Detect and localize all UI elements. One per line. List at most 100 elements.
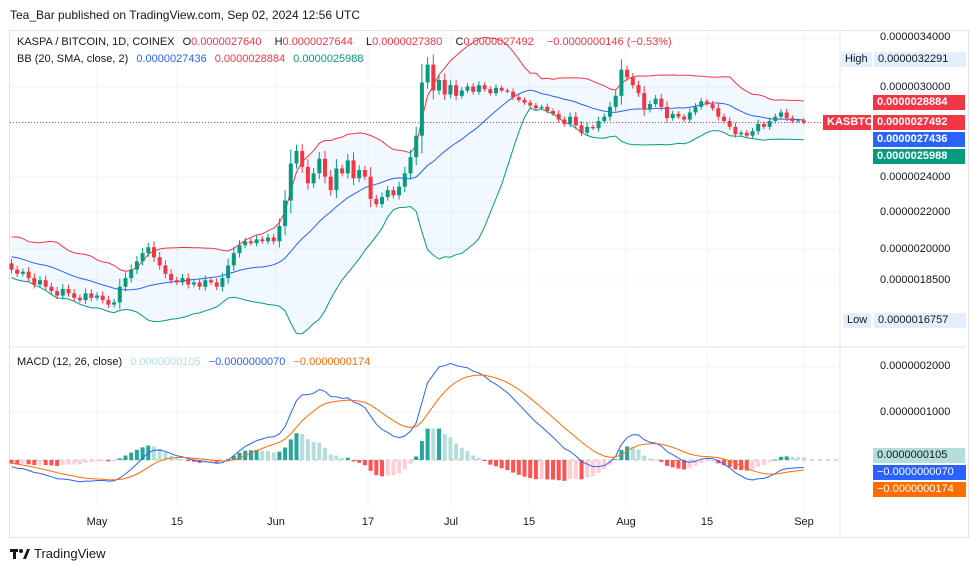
candle-body xyxy=(533,105,538,109)
candle-body xyxy=(209,280,213,283)
macd-histogram-bar xyxy=(305,439,310,460)
macd-title[interactable]: MACD (12, 26, close) xyxy=(17,356,123,368)
candle-body xyxy=(345,160,350,174)
macd-histogram-bar xyxy=(670,460,675,468)
macd-histogram-bar xyxy=(129,452,134,460)
macd-histogram-bar xyxy=(710,460,715,462)
macd-tick: 0.0000002000 xyxy=(880,360,951,372)
candle-body xyxy=(402,173,407,187)
bb-legend: BB (20, SMA, close, 2) 0.0000027436 0.00… xyxy=(17,53,369,65)
candle-body xyxy=(397,186,402,196)
macd-histogram-bar xyxy=(545,460,550,480)
candle-body xyxy=(687,112,692,120)
candle-body xyxy=(60,288,65,296)
macd-histogram-bar xyxy=(539,460,544,480)
candle-body xyxy=(437,79,441,91)
bb-title[interactable]: BB (20, SMA, close, 2) xyxy=(17,53,129,65)
candle-body xyxy=(254,239,259,244)
bb-basis-line xyxy=(11,89,804,291)
candle-body xyxy=(756,123,761,132)
macd-histogram-bar xyxy=(300,434,305,460)
candle-body xyxy=(362,170,367,177)
close-label: C xyxy=(455,36,464,48)
tradingview-logo-icon xyxy=(10,548,30,559)
candle-body xyxy=(146,247,151,254)
candle-body xyxy=(733,126,738,135)
candle-body xyxy=(448,85,453,95)
macd-histogram-bar xyxy=(454,443,459,460)
macd-histogram-bar xyxy=(505,460,510,471)
macd-histogram-bar xyxy=(499,460,504,469)
candle-body xyxy=(334,168,339,191)
macd-histogram-bar xyxy=(362,460,367,466)
macd-histogram-bar xyxy=(32,460,37,466)
macd-histogram-bar xyxy=(174,458,179,460)
macd-histogram-bar xyxy=(83,460,88,463)
candle-body xyxy=(556,113,561,120)
candle-body xyxy=(340,168,345,174)
macd-histogram-bar xyxy=(9,460,14,464)
candle-body xyxy=(260,239,265,242)
candle-body xyxy=(608,106,612,117)
candle-body xyxy=(191,282,196,285)
candle-body xyxy=(134,261,139,270)
candle-body xyxy=(625,69,630,78)
macd-histogram-bar xyxy=(117,458,122,460)
candle-body xyxy=(499,87,504,91)
macd-histogram-bar xyxy=(163,452,168,460)
symbol-title[interactable]: KASPA / BITCOIN, 1D, COINEX xyxy=(17,36,175,48)
candle-body xyxy=(368,176,373,199)
candle-body xyxy=(55,291,60,296)
time-tick: 15 xyxy=(170,516,184,528)
candle-body xyxy=(95,295,99,298)
macd-hist-tag: 0.0000000105 xyxy=(873,448,965,463)
change-value: −0.0000000146 (−0.53%) xyxy=(546,36,672,48)
candle-body xyxy=(197,282,202,287)
candle-body xyxy=(305,166,310,184)
macd-histogram-bar xyxy=(408,460,413,464)
candle-body xyxy=(288,163,293,201)
price-tick: 0.0000034000 xyxy=(880,31,951,43)
macd-histogram-bar xyxy=(636,449,641,460)
macd-histogram-bar xyxy=(442,433,447,460)
macd-histogram-bar xyxy=(465,451,470,460)
macd-histogram-bar xyxy=(522,460,527,477)
candle-body xyxy=(642,93,647,110)
macd-tick: 0.0000001000 xyxy=(880,406,951,418)
macd-histogram-bar xyxy=(756,460,761,467)
last-price-tag: 0.0000027492 xyxy=(873,115,965,130)
candle-body xyxy=(693,106,698,113)
macd-histogram-bar xyxy=(123,455,128,460)
macd-histogram-bar xyxy=(790,456,795,460)
macd-histogram-bar xyxy=(665,460,669,466)
candle-body xyxy=(186,278,191,285)
candle-body xyxy=(100,295,105,301)
macd-histogram-bar xyxy=(254,449,259,460)
macd-histogram-bar xyxy=(277,451,282,460)
candle-body xyxy=(357,170,362,179)
macd-histogram-bar xyxy=(26,460,31,465)
macd-histogram-bar xyxy=(323,447,327,460)
open-label: O xyxy=(182,36,192,48)
candle-body xyxy=(180,278,185,283)
candle-body xyxy=(659,98,664,107)
candle-body xyxy=(801,120,806,123)
macd-histogram-bar xyxy=(722,460,726,466)
candle-body xyxy=(231,253,236,266)
candle-body xyxy=(43,280,48,287)
macd-histogram-bar xyxy=(739,460,744,471)
macd-histogram-bar xyxy=(15,460,20,465)
time-tick: May xyxy=(86,516,108,528)
candle-body xyxy=(140,253,145,262)
candle-body xyxy=(767,121,772,127)
chart-frame[interactable] xyxy=(9,30,969,538)
candle-body xyxy=(516,97,521,100)
candle-body xyxy=(294,150,299,164)
macd-histogram-bar xyxy=(385,460,390,476)
candle-body xyxy=(129,269,134,279)
macd-histogram-bar xyxy=(676,460,681,469)
candle-body xyxy=(72,293,77,298)
candle-body xyxy=(613,95,618,107)
low-value-tag: 0.0000016757 xyxy=(874,313,966,328)
